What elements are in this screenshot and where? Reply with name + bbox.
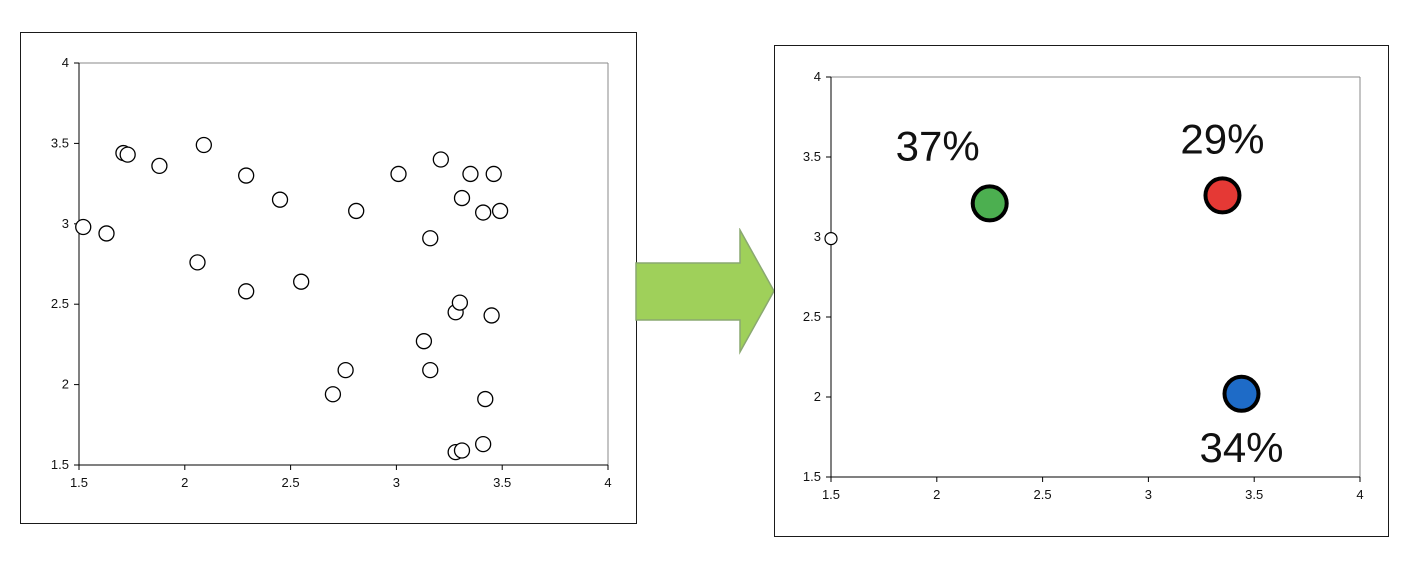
y-tick-label: 2 [814,389,821,404]
scatter-point [348,202,365,220]
cluster-centroid [1203,176,1242,215]
x-tick-label: 3.5 [493,475,511,490]
scatter-point [195,136,212,154]
scatter-point [483,307,500,324]
scatter-point [390,165,407,183]
scatter-point [485,165,502,183]
scatter-point [432,151,449,168]
y-tick-label: 1.5 [803,469,821,484]
scatter-point [293,273,310,290]
y-tick-label: 3 [62,216,69,231]
x-tick-label: 2.5 [1034,487,1052,502]
x-tick-label: 1.5 [822,487,840,502]
scatter-point [415,333,433,350]
scatter-plot-raw-points: 1.5 2 2.5 3 3.5 4 1.5 2 2.5 3 3.5 4 [51,55,612,490]
scatter-point [422,361,439,379]
y-tick-label: 2.5 [803,309,821,324]
scatter-point [238,167,255,184]
scatter-point [98,225,115,242]
scatter-point [75,218,92,236]
scatter-point [422,230,439,247]
x-tick-label: 3.5 [1245,487,1263,502]
scatter-point [119,146,136,163]
y-tick-label: 3.5 [51,135,69,150]
scatter-plot-cluster-centroids: 1.5 2 2.5 3 3.5 4 1.5 2 2.5 3 3.5 4 37% 29% 34% [803,69,1364,502]
x-tick-label: 4 [1356,487,1363,502]
scatter-point [151,157,168,175]
x-tick-label: 2.5 [282,475,300,490]
scatter-point [475,435,492,453]
scatter-point [451,294,469,311]
y-tick-label: 3.5 [803,149,821,164]
scatter-point [462,165,479,183]
x-tick-label: 1.5 [70,475,88,490]
y-tick-label: 3 [814,229,821,244]
scatter-point [475,204,492,221]
left-chart-panel: 1.5 2 2.5 3 3.5 4 1.5 2 2.5 3 3.5 4 [20,32,637,524]
cluster-centroid [1222,374,1261,413]
scatter-point [491,202,509,220]
scatter-point [453,189,471,207]
cluster-percentage-label: 29% [1180,115,1264,162]
y-tick-label: 2 [62,377,69,392]
y-tick-label: 2.5 [51,296,69,311]
x-tick-label: 3 [393,475,400,490]
scatter-point [324,386,342,403]
right-chart-panel: 1.5 2 2.5 3 3.5 4 1.5 2 2.5 3 3.5 4 37% 29% 34% [774,45,1389,537]
scatter-point [337,361,354,379]
y-tick-label: 4 [814,69,821,84]
scatter-point [238,283,255,300]
y-tick-label: 4 [62,55,69,70]
y-tick-label: 1.5 [51,457,69,472]
x-tick-label: 2 [181,475,188,490]
scatter-point [271,191,289,208]
scatter-point [453,442,471,459]
x-tick-label: 2 [933,487,940,502]
x-tick-label: 4 [604,475,611,490]
x-tick-label: 3 [1145,487,1152,502]
cluster-percentage-label: 34% [1199,424,1283,471]
scatter-point-partial [824,232,838,246]
scatter-point [477,390,494,408]
right-arrow-icon [635,228,775,355]
scatter-point [189,254,206,271]
cluster-percentage-label: 37% [896,122,980,169]
cluster-centroid [970,184,1009,223]
